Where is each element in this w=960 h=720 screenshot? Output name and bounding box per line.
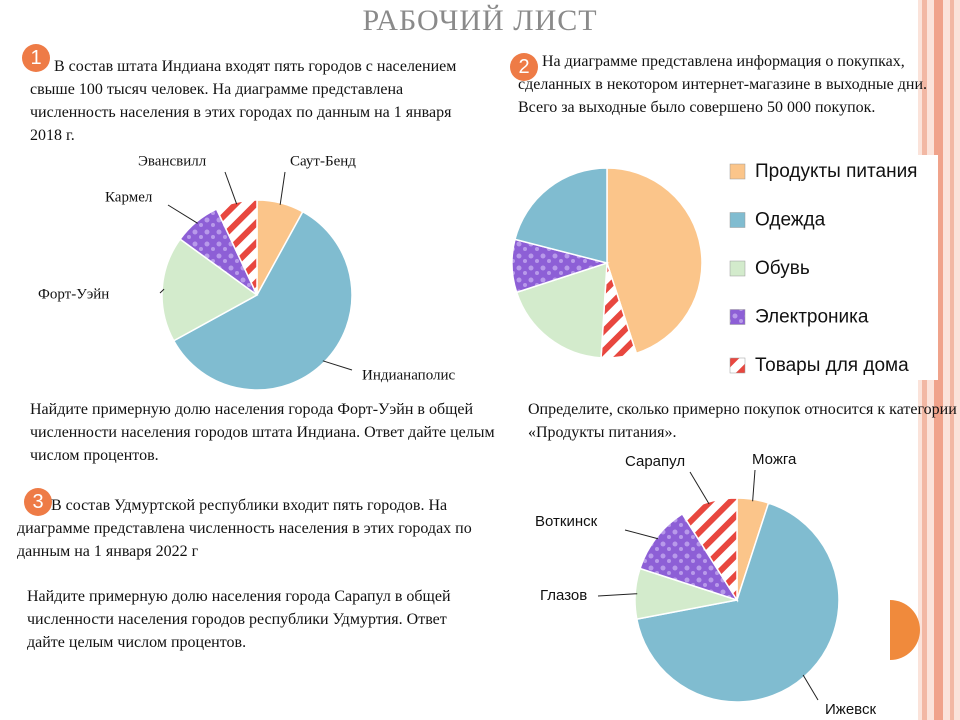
task-text: В состав штата Индиана входят пять город… <box>30 58 457 144</box>
page-title: РАБОЧИЙ ЛИСТ <box>362 4 598 37</box>
leader-line <box>159 288 165 294</box>
slice-label: Форт-Уэйн <box>38 286 109 302</box>
slice-label: Саут-Бенд <box>290 153 356 169</box>
leader-line <box>752 469 756 502</box>
task-number: 3 <box>24 488 52 516</box>
legend-swatch <box>729 357 746 374</box>
task-question: Найдите примерную долю населения города … <box>27 588 451 651</box>
pie-slice <box>172 210 353 391</box>
legend-label: Одежда <box>755 210 826 231</box>
pie-slice <box>514 167 608 264</box>
legend-swatch <box>729 260 746 277</box>
task-text: На диаграмме представлена информация о п… <box>518 53 928 116</box>
leader-line <box>689 471 710 505</box>
slice-label: Индианаполис <box>362 367 456 383</box>
task-question: Определите, сколько примерно покупок отн… <box>528 401 957 441</box>
leader-line <box>224 171 238 205</box>
slice-label: Ижевск <box>825 701 876 718</box>
slice-label: Воткинск <box>535 513 598 530</box>
leader-line <box>624 529 659 540</box>
leader-line <box>802 674 819 701</box>
legend-label: Обувь <box>755 258 810 279</box>
legend-swatch <box>729 309 746 325</box>
pie-slice <box>606 167 703 355</box>
pie-slice <box>161 238 259 342</box>
leader-line <box>279 171 286 205</box>
slice-label: Можга <box>752 451 797 468</box>
task-number: 2 <box>510 53 538 81</box>
slice-label: Сарапул <box>625 453 685 470</box>
slice-label: Кармел <box>105 189 153 205</box>
task-text: В состав Удмуртской республики входит пя… <box>17 497 472 560</box>
legend-label: Продукты питания <box>755 161 917 182</box>
task-question: Найдите примерную долю населения города … <box>30 401 495 464</box>
leader-line <box>167 204 198 224</box>
slice-label: Эвансвилл <box>138 153 207 169</box>
leader-line <box>322 360 353 371</box>
slice-label: Глазов <box>540 587 587 604</box>
pie-slice <box>515 261 608 359</box>
legend-label: Электроника <box>755 307 869 328</box>
task-number: 1 <box>22 44 50 72</box>
leader-line <box>597 593 638 597</box>
legend-swatch <box>729 212 746 228</box>
pie-slice <box>639 512 739 602</box>
legend-label: Товары для дома <box>755 355 909 376</box>
legend-swatch <box>729 163 746 180</box>
decoration <box>725 0 960 720</box>
